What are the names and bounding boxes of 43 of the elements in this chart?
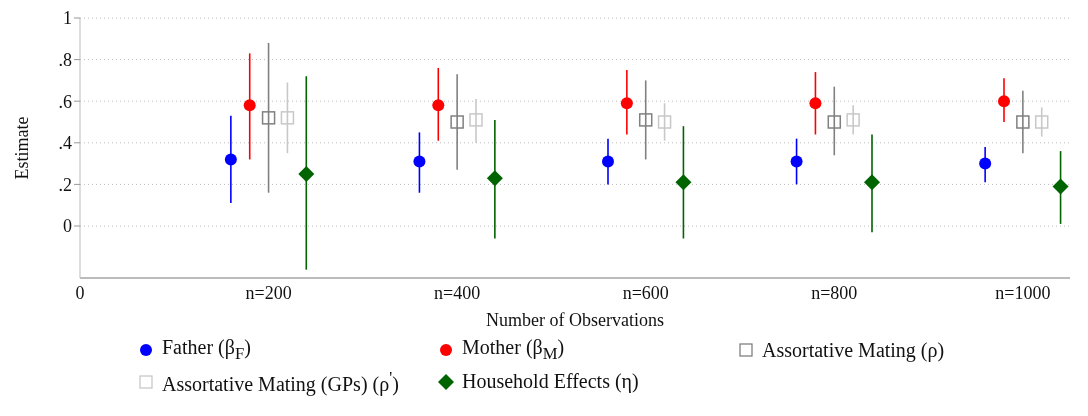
- point: [998, 95, 1010, 108]
- point: [864, 174, 880, 191]
- y-tick-label: 1: [63, 8, 72, 29]
- x-tick-label: n=200: [245, 282, 292, 303]
- y-tick-label: 0: [63, 216, 72, 237]
- point: [432, 99, 445, 112]
- point: [638, 113, 653, 127]
- x-tick-label: n=800: [811, 282, 858, 303]
- point: [413, 155, 426, 168]
- point: [675, 174, 692, 191]
- x-axis-title: Number of Observations: [486, 310, 664, 330]
- legend-label: Mother (β$_{M}$): [462, 336, 565, 364]
- legend-label: Assortative Mating (ρ): [762, 338, 945, 362]
- point: [261, 111, 276, 125]
- y-tick-label: .2: [58, 174, 72, 195]
- point: [1016, 115, 1030, 129]
- x-tick-label: n=400: [434, 282, 481, 303]
- y-tick-label: .4: [58, 133, 72, 154]
- legend-label: Assortative Mating (GPs) (ρ$^{'}$): [162, 368, 399, 396]
- point: [602, 155, 614, 168]
- point: [657, 115, 672, 129]
- x-tick-label: n=1000: [995, 282, 1051, 303]
- point: [1034, 115, 1049, 129]
- point: [450, 115, 464, 129]
- point: [827, 115, 842, 129]
- point: [790, 155, 803, 168]
- legend-label: Father (β$_{F}$): [162, 336, 251, 364]
- point: [243, 99, 256, 112]
- y-tick-label: .8: [58, 49, 72, 70]
- point: [298, 166, 315, 182]
- point: [1052, 178, 1069, 195]
- point: [486, 170, 503, 187]
- legend-label: Household Effects (η): [462, 370, 639, 394]
- x-tick-label: n=600: [622, 282, 669, 303]
- point: [280, 111, 295, 125]
- point: [846, 113, 860, 127]
- point: [809, 97, 822, 110]
- y-axis-title: Estimate: [12, 116, 33, 180]
- point: [620, 97, 633, 110]
- y-tick-label: .6: [58, 91, 72, 112]
- point: [979, 157, 992, 170]
- point: [224, 153, 237, 166]
- point: [469, 113, 483, 127]
